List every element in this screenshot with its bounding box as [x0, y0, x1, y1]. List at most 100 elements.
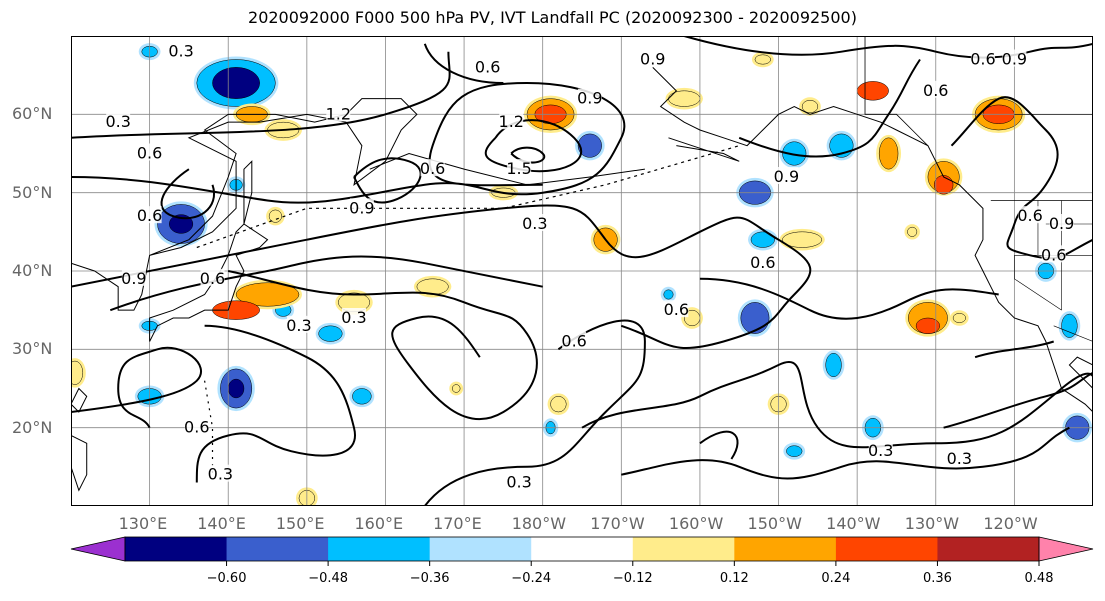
pv-anomaly-patch: [663, 289, 674, 300]
colorbar-segment: [937, 537, 1040, 561]
ivt-contour-line: [160, 168, 216, 220]
colorbar-segment: [328, 537, 431, 561]
longitude-label: 130°W: [904, 514, 960, 533]
pv-anomaly-patch: [71, 360, 84, 385]
contour-label: 0.6: [664, 300, 689, 319]
pv-anomaly-patch: [268, 209, 282, 223]
colorbar-segment: [125, 537, 228, 561]
ivt-contour-line: [228, 270, 538, 420]
pv-anomaly-patch: [1061, 313, 1078, 338]
contour-label: 1.5: [506, 159, 531, 178]
contour-label-bg: [1041, 245, 1066, 263]
island-chain: [196, 145, 740, 249]
latitude-label: 50°N: [12, 182, 53, 202]
contour-label: 0.6: [200, 269, 225, 288]
map-title: 2020092000 F000 500 hPa PV, IVT Landfall…: [248, 8, 857, 27]
longitude-label: 170°E: [433, 514, 482, 533]
ivt-contour-line: [195, 324, 356, 483]
pv-anomaly-patch: [750, 231, 775, 248]
pv-anomaly-patch: [318, 325, 343, 342]
contour-label-bg: [577, 88, 602, 106]
contour-label: 0.9: [640, 50, 665, 69]
island-chain: [204, 380, 214, 475]
contour-label: 0.3: [208, 465, 233, 484]
contour-label-bg: [286, 315, 311, 333]
contour-label-bg: [868, 441, 893, 459]
contour-label-bg: [923, 80, 948, 98]
longitude-label: 150°E: [275, 514, 325, 533]
ivt-contour-line: [109, 255, 543, 312]
contour-label: 0.6: [750, 253, 775, 272]
contour-label: 0.9: [121, 269, 146, 288]
border-line: [1014, 255, 1062, 311]
contour-label-bg: [562, 331, 587, 349]
contour-label: 0.3: [286, 316, 311, 335]
contour-label-bg: [947, 449, 972, 466]
pv-anomaly-patch: [577, 133, 602, 158]
contour-label: 0.9: [349, 198, 374, 217]
ivt-contour-line: [943, 371, 1093, 429]
contour-label-bg: [137, 143, 162, 161]
border-line: [1053, 325, 1093, 342]
contour-label-bg: [750, 253, 775, 271]
ivt-contour-line: [699, 430, 739, 460]
contour-label-bg: [342, 308, 367, 325]
contour-label: 0.6: [184, 418, 209, 437]
pv-anomaly-patch: [212, 67, 260, 99]
colorbar: [70, 536, 1094, 566]
colorbar-tick-label: 0.48: [1024, 571, 1054, 586]
contour-label-bg: [349, 198, 374, 216]
coastline: [1068, 356, 1093, 389]
contour-label: 0.6: [970, 50, 995, 69]
contour-label-bg: [522, 214, 547, 231]
contour-label-bg: [970, 49, 995, 67]
contour-label: 1.2: [326, 104, 351, 123]
contour-label: 0.9: [577, 89, 602, 108]
contour-label: 0.6: [1017, 206, 1042, 225]
contour-label-bg: [507, 472, 532, 490]
colorbar-segment: [429, 537, 532, 561]
ivt-contour-line: [71, 204, 812, 349]
pv-anomaly-patch: [754, 54, 771, 65]
ivt-contour-line: [423, 43, 504, 84]
ivt-contour-line: [484, 119, 583, 173]
colorbar-tick-label: −0.12: [612, 571, 653, 586]
contour-label-bg: [1018, 206, 1043, 224]
contour-label-bg: [200, 268, 225, 286]
contour-label-bg: [137, 206, 162, 224]
ivt-contour-line: [950, 96, 1093, 260]
coastline: [149, 223, 269, 342]
pv-anomaly-patch: [782, 231, 823, 248]
contour-labels: 0.3 0.3 0.6 0.6 0.9 0.6 1.2 1.2 1.5 0.6 0.9 0.6 0.9 0…: [105, 41, 1074, 492]
pv-anomaly-patch: [915, 317, 940, 334]
coastline: [668, 137, 740, 162]
pv-anomaly-patch: [550, 396, 567, 413]
longitude-label: 150°W: [747, 514, 802, 533]
colorbar-tick-label: 0.12: [719, 571, 749, 586]
contour-label: 0.6: [137, 206, 162, 225]
pv-anomaly-patch: [952, 313, 966, 323]
longitude-label: 140°W: [826, 514, 881, 533]
pv-anomaly-patch: [878, 137, 899, 170]
colorbar-tick-label: −0.60: [206, 571, 247, 586]
ivt-contour-line: [683, 36, 1093, 59]
pv-anomaly-patch: [786, 445, 803, 457]
contour-label: 0.3: [168, 42, 193, 61]
latitude-label: 60°N: [12, 104, 53, 124]
colorbar-tick-label: −0.48: [308, 571, 349, 586]
pv-anomaly-patch: [235, 282, 300, 307]
contour-label-bg: [499, 112, 524, 130]
contour-label-bg: [664, 300, 689, 318]
contour-label: 0.6: [137, 144, 162, 163]
contour-label: 0.3: [105, 112, 130, 131]
contour-label-bg: [640, 49, 665, 67]
ivt-contour-line: [71, 346, 202, 429]
colorbar-segment: [226, 537, 329, 561]
contour-label-bg: [420, 159, 445, 177]
colorbar-segment: [835, 537, 938, 561]
colorbar-segment: [632, 537, 735, 561]
ivt-contour-line: [974, 340, 1055, 359]
pv-anomaly-patch: [801, 99, 819, 114]
contour-label-bg: [106, 112, 131, 130]
